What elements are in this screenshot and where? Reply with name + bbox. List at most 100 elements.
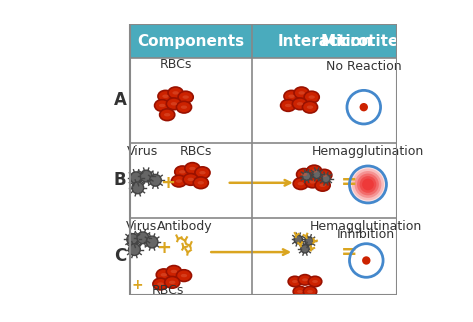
Text: Virus: Virus xyxy=(125,220,157,232)
Ellipse shape xyxy=(159,104,166,107)
Text: +: + xyxy=(160,174,175,192)
Text: No Reaction: No Reaction xyxy=(326,60,402,73)
Ellipse shape xyxy=(288,276,302,287)
Ellipse shape xyxy=(159,109,175,121)
Circle shape xyxy=(130,172,142,184)
Ellipse shape xyxy=(171,102,177,106)
Circle shape xyxy=(359,103,368,111)
Ellipse shape xyxy=(168,87,183,99)
Ellipse shape xyxy=(292,98,307,110)
Ellipse shape xyxy=(198,181,204,185)
Ellipse shape xyxy=(298,182,304,185)
Ellipse shape xyxy=(289,95,295,98)
Ellipse shape xyxy=(157,282,164,286)
Text: C: C xyxy=(114,247,126,265)
Ellipse shape xyxy=(319,184,326,187)
Ellipse shape xyxy=(156,269,171,281)
Circle shape xyxy=(129,244,140,255)
Ellipse shape xyxy=(181,274,187,277)
Ellipse shape xyxy=(312,280,318,283)
Ellipse shape xyxy=(297,168,312,180)
Ellipse shape xyxy=(181,106,187,109)
Circle shape xyxy=(352,168,384,200)
Circle shape xyxy=(357,174,379,195)
Circle shape xyxy=(294,235,302,244)
Ellipse shape xyxy=(309,180,316,184)
Ellipse shape xyxy=(171,175,186,187)
Text: =: = xyxy=(341,173,357,192)
Ellipse shape xyxy=(179,170,185,174)
Text: +: + xyxy=(131,278,143,292)
Ellipse shape xyxy=(315,179,330,191)
Circle shape xyxy=(127,233,139,245)
Circle shape xyxy=(313,170,321,179)
Circle shape xyxy=(146,236,158,248)
Ellipse shape xyxy=(178,91,193,103)
Text: B: B xyxy=(114,171,126,189)
Ellipse shape xyxy=(169,281,175,284)
Ellipse shape xyxy=(293,286,307,297)
Ellipse shape xyxy=(307,106,313,109)
Text: RBCs: RBCs xyxy=(152,284,184,297)
Ellipse shape xyxy=(298,275,312,285)
Circle shape xyxy=(362,179,374,190)
Circle shape xyxy=(322,175,330,183)
Ellipse shape xyxy=(172,91,179,95)
Ellipse shape xyxy=(301,173,307,176)
Circle shape xyxy=(132,182,144,194)
Ellipse shape xyxy=(307,165,322,177)
Text: =: = xyxy=(341,242,357,261)
Ellipse shape xyxy=(297,102,303,106)
Text: Antibody: Antibody xyxy=(157,220,213,232)
Ellipse shape xyxy=(280,99,296,111)
Ellipse shape xyxy=(164,113,170,117)
Ellipse shape xyxy=(305,176,320,188)
Ellipse shape xyxy=(155,99,170,111)
Ellipse shape xyxy=(166,266,182,277)
FancyBboxPatch shape xyxy=(252,24,397,58)
Circle shape xyxy=(137,232,149,244)
Circle shape xyxy=(301,244,309,253)
FancyBboxPatch shape xyxy=(130,24,252,58)
Ellipse shape xyxy=(308,276,322,287)
Circle shape xyxy=(350,166,386,203)
Ellipse shape xyxy=(161,273,167,277)
Text: +: + xyxy=(156,239,171,257)
Circle shape xyxy=(359,176,377,193)
Ellipse shape xyxy=(187,178,194,181)
Ellipse shape xyxy=(158,90,173,102)
Ellipse shape xyxy=(176,101,192,113)
Ellipse shape xyxy=(317,169,332,181)
Ellipse shape xyxy=(171,270,177,273)
Ellipse shape xyxy=(183,174,198,185)
Ellipse shape xyxy=(285,104,291,107)
Ellipse shape xyxy=(304,91,319,103)
Circle shape xyxy=(149,175,161,186)
Ellipse shape xyxy=(307,290,313,293)
Text: Components: Components xyxy=(138,34,245,49)
Ellipse shape xyxy=(298,91,305,95)
Ellipse shape xyxy=(165,277,180,288)
Ellipse shape xyxy=(162,95,169,98)
Ellipse shape xyxy=(294,87,309,99)
Circle shape xyxy=(355,171,381,198)
Ellipse shape xyxy=(302,278,308,281)
Ellipse shape xyxy=(297,290,303,293)
Circle shape xyxy=(305,237,313,245)
Text: Hemagglutination: Hemagglutination xyxy=(312,145,424,158)
Text: Microtiter Results: Microtiter Results xyxy=(321,34,473,49)
Ellipse shape xyxy=(189,167,196,170)
Circle shape xyxy=(302,172,311,180)
Text: Inhibition: Inhibition xyxy=(337,228,395,241)
Ellipse shape xyxy=(284,90,299,102)
Ellipse shape xyxy=(292,280,298,283)
Ellipse shape xyxy=(308,95,315,99)
Ellipse shape xyxy=(302,101,317,113)
Text: RBCs: RBCs xyxy=(180,145,212,158)
Ellipse shape xyxy=(166,98,182,110)
Ellipse shape xyxy=(311,169,317,173)
Ellipse shape xyxy=(176,179,182,183)
Ellipse shape xyxy=(153,278,168,290)
Ellipse shape xyxy=(199,171,206,175)
Ellipse shape xyxy=(195,167,210,179)
